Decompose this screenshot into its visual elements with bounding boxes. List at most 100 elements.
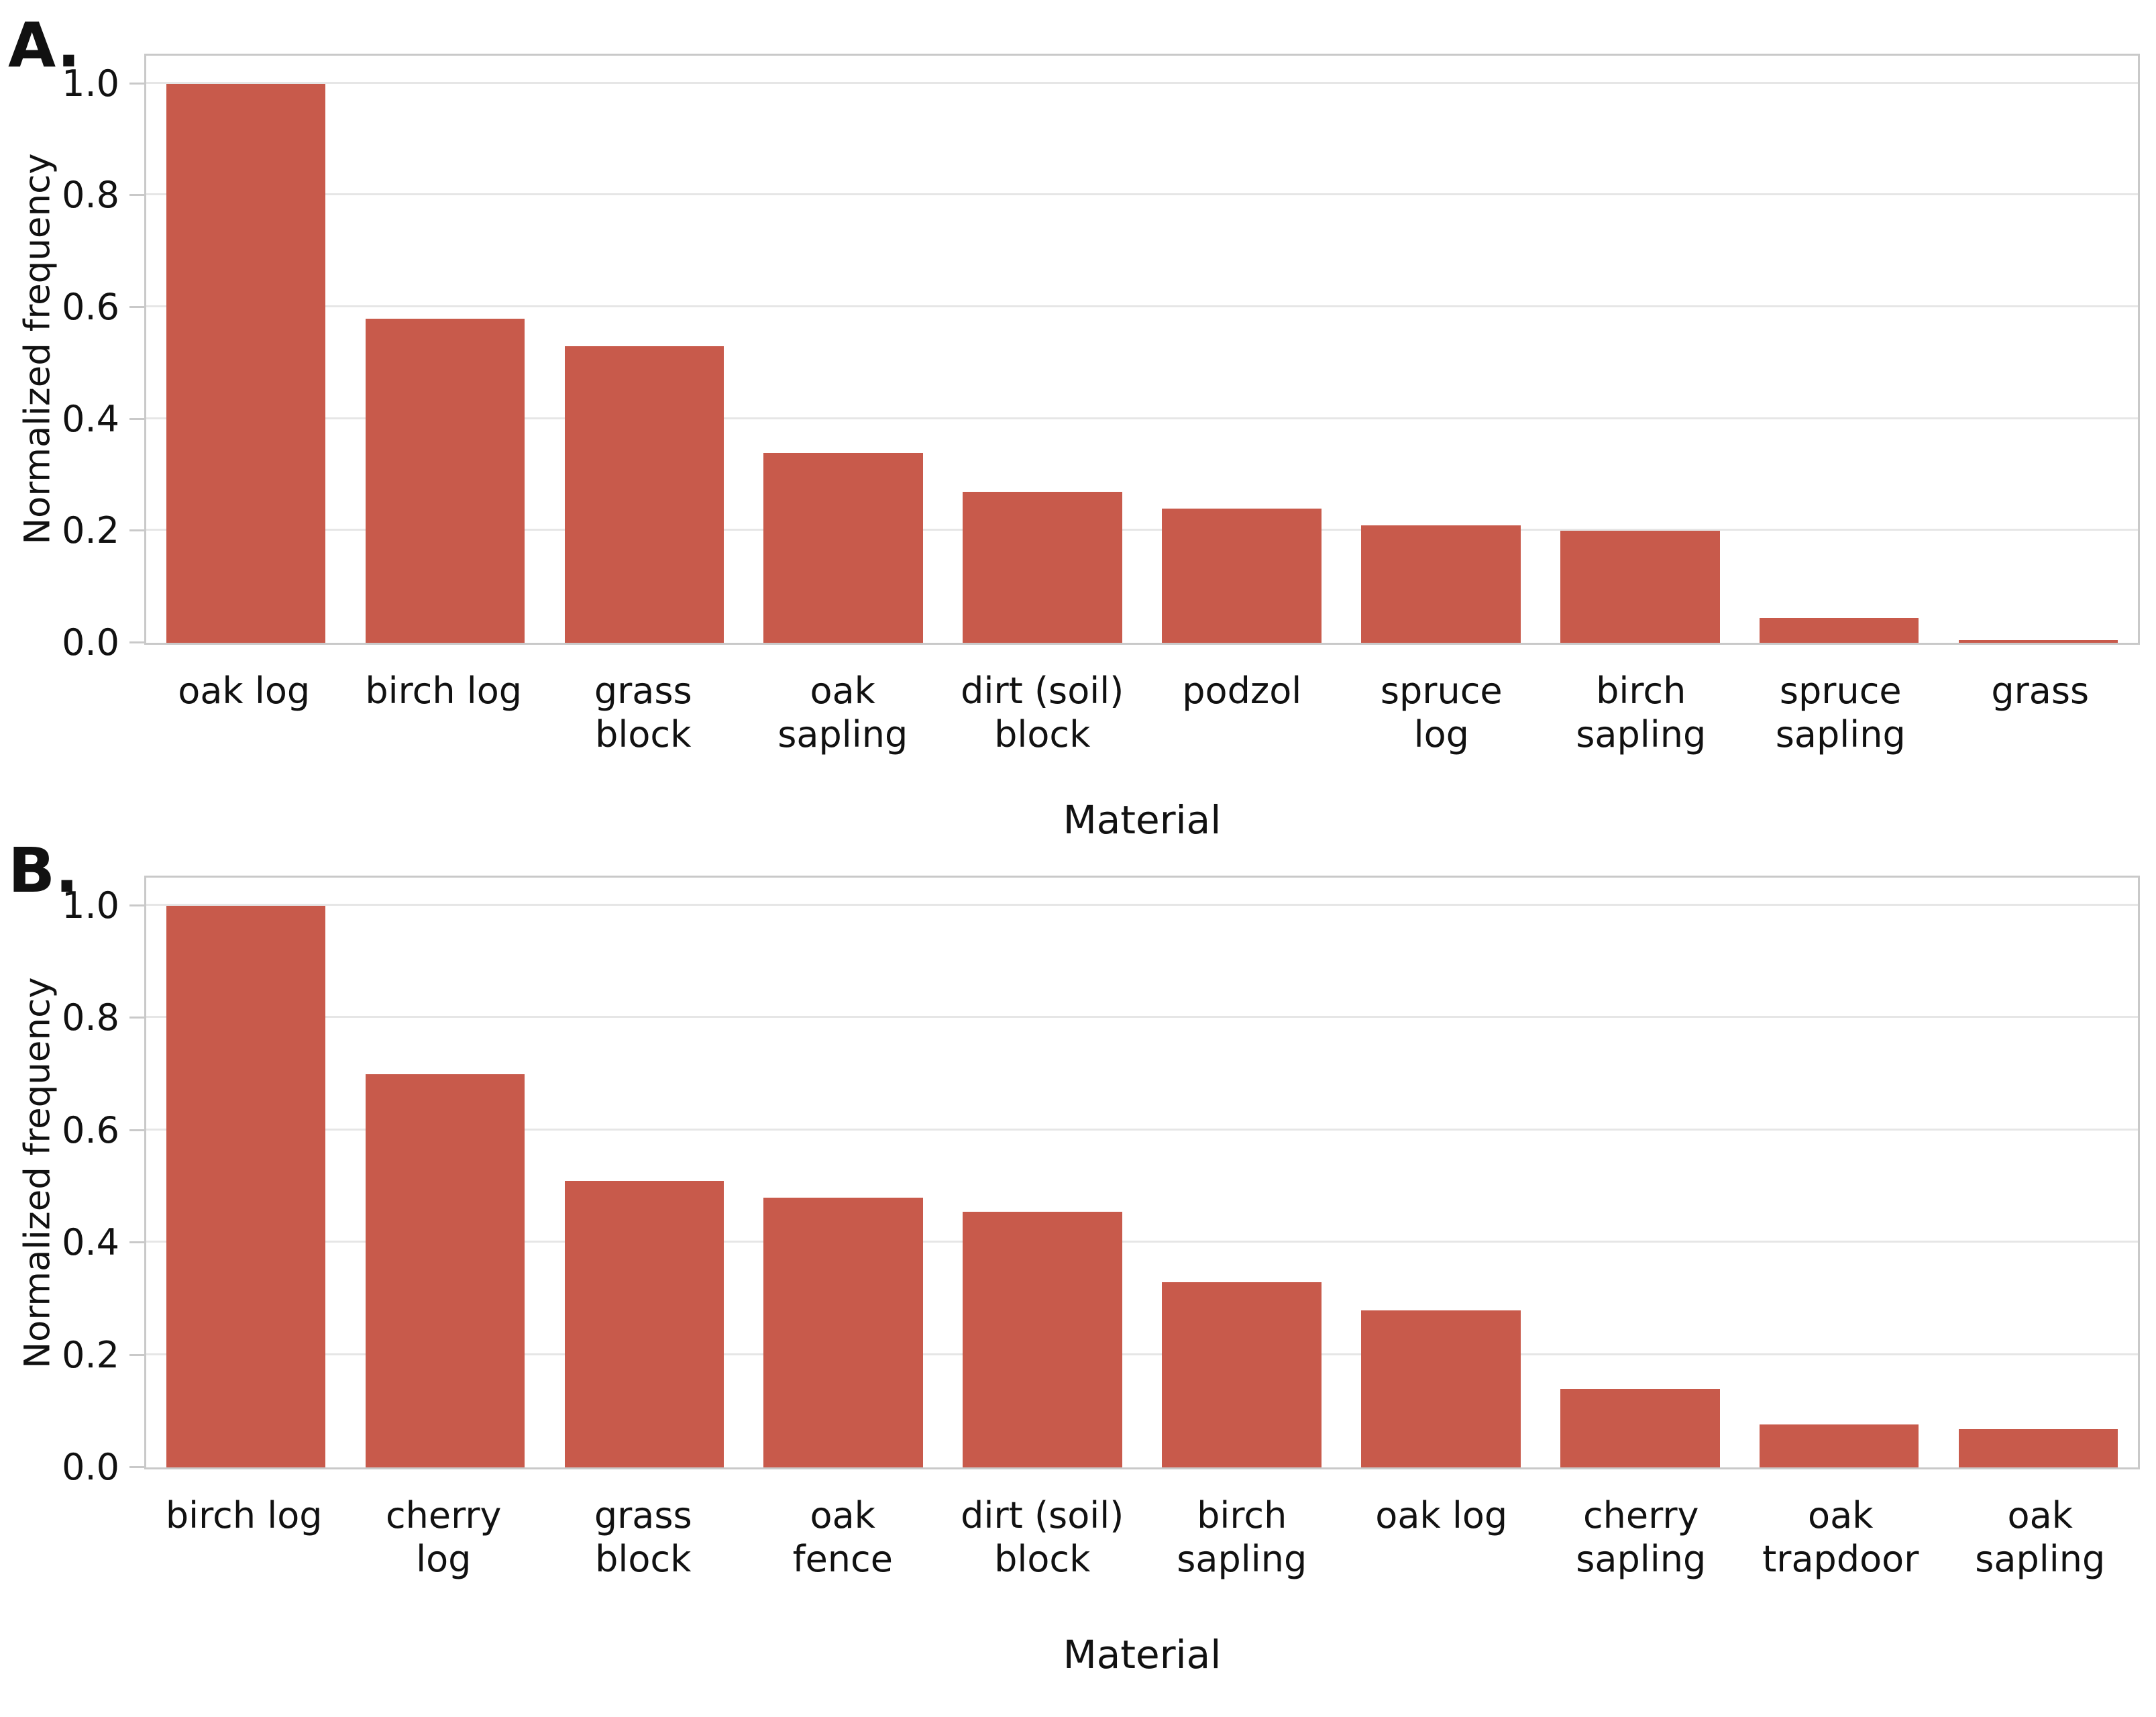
y-tick-mark — [129, 641, 144, 643]
y-tick-mark — [129, 1241, 144, 1244]
y-tick-label: 0.0 — [62, 621, 119, 664]
y-tick-label: 0.6 — [62, 1108, 119, 1151]
bar — [1361, 1310, 1521, 1467]
panel-b-x-axis-label: Material — [1063, 1632, 1222, 1677]
x-tick-label: oak sapling — [777, 670, 908, 756]
bar-slot — [1939, 56, 2138, 643]
bar — [963, 1212, 1122, 1467]
y-tick-mark — [129, 306, 144, 308]
x-tick-label: grass block — [594, 1494, 692, 1580]
x-tick-labels: oak log birch log grass block oak sapling di… — [144, 670, 2140, 757]
bar-slot — [1939, 878, 2138, 1467]
x-tick-label: birch log — [365, 670, 523, 712]
x-tick-label: spruce log — [1380, 670, 1503, 756]
gridline — [146, 193, 2138, 196]
gridline — [146, 417, 2138, 419]
bar-slot — [146, 878, 345, 1467]
bar-slot — [545, 56, 744, 643]
bar — [1162, 1282, 1322, 1467]
x-tick-label: oak fence — [792, 1494, 893, 1580]
bar-slot — [744, 878, 943, 1467]
x-tick-label: birch sapling — [1576, 670, 1707, 756]
y-tick-mark — [129, 82, 144, 85]
y-tick-label: 0.6 — [62, 286, 119, 328]
y-tick-label: 0.2 — [62, 1333, 119, 1376]
y-tick-mark — [129, 417, 144, 420]
bar — [564, 346, 724, 643]
x-tick-label: birch sapling — [1177, 1494, 1307, 1580]
x-tick-label: dirt (soil) block — [961, 1494, 1124, 1580]
bar — [1958, 1429, 2118, 1467]
gridline — [146, 529, 2138, 531]
y-tick-label: 0.4 — [62, 397, 119, 440]
bar-slot — [1739, 56, 1939, 643]
panel-a-plot-area: 0.0 0.2 0.4 0.6 0.8 1.0 — [62, 54, 2140, 661]
y-tick-label: 0.4 — [62, 1221, 119, 1264]
bar-slot — [1739, 878, 1939, 1467]
y-tick-mark — [129, 529, 144, 532]
panel-a-y-axis-label: Normalized frequency — [17, 153, 58, 545]
bar — [1162, 509, 1322, 643]
bar-slot — [943, 878, 1142, 1467]
bar — [1560, 1388, 1720, 1467]
y-tick-label: 0.8 — [62, 996, 119, 1039]
x-tick-label: spruce sapling — [1775, 670, 1906, 756]
bar — [564, 1181, 724, 1467]
bar-slot — [345, 878, 545, 1467]
bar-slot — [1341, 878, 1540, 1467]
x-tick-labels: birch log cherry log grass block oak fence d… — [144, 1494, 2140, 1581]
gridline — [146, 81, 2138, 84]
bar — [1759, 617, 1919, 643]
bar — [1361, 525, 1521, 643]
bar-slot — [1341, 56, 1540, 643]
y-tick-label: 0.2 — [62, 509, 119, 552]
bars — [146, 56, 2138, 643]
panel-a-x-axis-label: Material — [1063, 797, 1222, 843]
x-tick-label: oak log — [1375, 1494, 1508, 1537]
x-tick-label: cherry sapling — [1576, 1494, 1707, 1580]
panel-b-letter: B. — [8, 835, 79, 906]
gridline — [146, 1128, 2138, 1131]
gridline — [146, 1241, 2138, 1243]
y-tick-mark — [129, 904, 144, 906]
bar-slot — [345, 56, 545, 643]
bar-slot — [744, 56, 943, 643]
x-tick-label: podzol — [1182, 670, 1302, 712]
y-tick-label: 1.0 — [62, 62, 119, 105]
y-tick-label: 1.0 — [62, 884, 119, 927]
bar — [166, 905, 326, 1467]
y-tick-label: 0.0 — [62, 1446, 119, 1488]
bar — [166, 83, 326, 643]
y-tick-mark — [129, 1129, 144, 1131]
y-tick-mark — [129, 1017, 144, 1019]
y-tick-mark — [129, 1466, 144, 1468]
gridline — [146, 903, 2138, 906]
panel-b-plot-area: 0.0 0.2 0.4 0.6 0.8 1.0 — [62, 876, 2140, 1486]
bar — [365, 1074, 525, 1467]
bars — [146, 878, 2138, 1467]
x-tick-label: dirt (soil) block — [961, 670, 1124, 756]
x-tick-label: oak sapling — [1975, 1494, 2106, 1580]
bar-slot — [1142, 878, 1342, 1467]
panel-a-letter: A. — [8, 9, 80, 81]
bar — [1958, 639, 2118, 643]
bar-slot — [1540, 56, 1739, 643]
gridline — [146, 1016, 2138, 1019]
bar-slot — [545, 878, 744, 1467]
bar — [763, 452, 923, 643]
gridline — [146, 305, 2138, 307]
bar — [963, 492, 1122, 643]
x-tick-label: cherry log — [385, 1494, 502, 1580]
panel-b-y-axis-label: Normalized frequency — [17, 977, 58, 1369]
x-tick-label: grass block — [594, 670, 692, 756]
x-tick-label: grass — [1991, 670, 2090, 712]
bar-slot — [1540, 878, 1739, 1467]
bar — [1560, 531, 1720, 643]
gridline — [146, 1353, 2138, 1355]
bar-slot — [1142, 56, 1342, 643]
bar — [1759, 1424, 1919, 1467]
bar — [365, 318, 525, 643]
y-tick-mark — [129, 1353, 144, 1356]
bar — [763, 1198, 923, 1467]
